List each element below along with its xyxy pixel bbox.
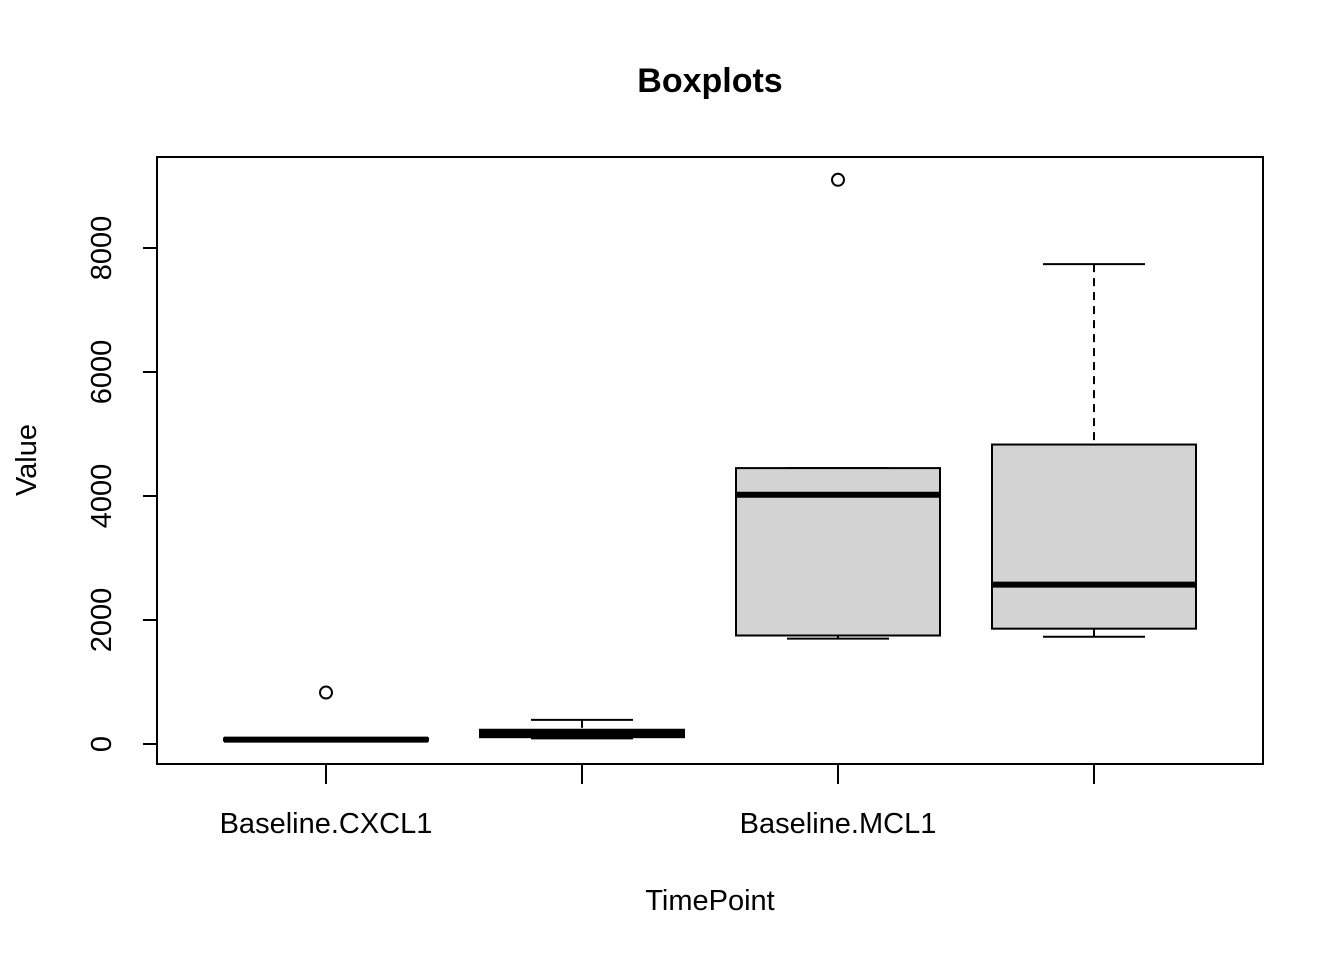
outlier-point [319, 685, 333, 700]
iqr-box [991, 443, 1197, 630]
x-tick-label: Baseline.MCL1 [740, 808, 937, 840]
y-tick-label: 2000 [86, 588, 118, 653]
x-axis-title: TimePoint [645, 885, 774, 917]
y-axis-title: Value [11, 424, 43, 496]
y-tick-label: 6000 [86, 340, 118, 405]
y-axis: 0 2000 4000 6000 8000 [86, 216, 157, 752]
x-axis: Baseline.CXCL1 Baseline.MCL1 [220, 764, 1095, 840]
box-2 [479, 718, 685, 740]
y-tick-label: 4000 [86, 464, 118, 529]
chart-title: Boxplots [637, 62, 782, 100]
plot-frame [156, 156, 1264, 765]
outlier-point [831, 172, 845, 187]
box-4 [991, 263, 1197, 638]
y-tick-label: 8000 [86, 216, 118, 281]
y-tick-label: 0 [86, 736, 118, 752]
box-1 [223, 685, 429, 743]
boxes-layer [223, 172, 1197, 743]
box-3 [735, 172, 941, 640]
x-tick-label: Baseline.CXCL1 [220, 808, 433, 840]
